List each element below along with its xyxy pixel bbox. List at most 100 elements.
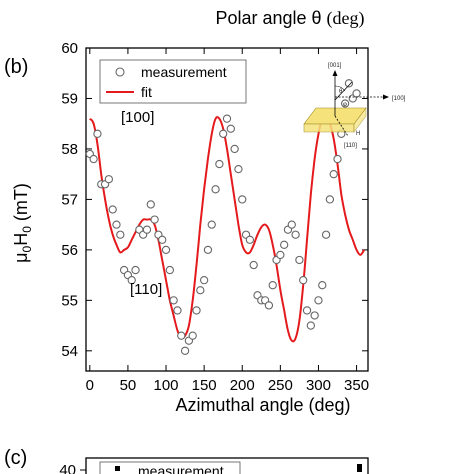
measurement-point bbox=[203, 245, 213, 255]
measurement-point bbox=[264, 301, 274, 310]
measurement-point bbox=[89, 154, 98, 164]
y-tick-label: 54 bbox=[61, 343, 78, 360]
measurement-point bbox=[291, 230, 300, 239]
measurement-point bbox=[207, 220, 216, 229]
measurement-point bbox=[177, 331, 186, 340]
y-tick-label: 55 bbox=[61, 292, 78, 309]
inset-arrow-001 bbox=[332, 70, 338, 76]
measurement-point bbox=[165, 265, 174, 275]
y-axis-ticks: 54 55 56 57 58 59 60 bbox=[61, 40, 368, 360]
panel-c-frame bbox=[85, 457, 369, 474]
inset-arrow-100 bbox=[383, 94, 389, 100]
measurement-point bbox=[116, 230, 125, 239]
measurement-point bbox=[310, 311, 319, 320]
measurement-point bbox=[146, 200, 155, 209]
x-axis-ticks: 0 50 100 150 200 250 300 350 bbox=[86, 48, 369, 394]
measurement-point bbox=[150, 215, 159, 224]
measurement-point bbox=[142, 225, 152, 234]
measurement-point bbox=[340, 99, 350, 108]
x-tick-label: 150 bbox=[192, 377, 217, 394]
y-tick-label: 59 bbox=[61, 90, 78, 107]
measurement-point bbox=[238, 195, 247, 204]
measurement-point bbox=[169, 296, 178, 305]
y-tick-label: 57 bbox=[61, 191, 78, 208]
measurement-point bbox=[222, 114, 232, 123]
inset-label-100: [100] bbox=[392, 96, 406, 102]
measurement-point bbox=[215, 159, 224, 169]
x-tick-label: 100 bbox=[154, 377, 179, 394]
measurement-point bbox=[211, 185, 220, 194]
measurement-point bbox=[196, 286, 205, 295]
measurement-point bbox=[302, 306, 312, 315]
top-title-unit: (deg) bbox=[327, 8, 365, 29]
measurement-point bbox=[230, 144, 239, 154]
measurement-point bbox=[249, 260, 258, 270]
panel-c-data-marker bbox=[357, 464, 362, 472]
inset-label-theta: θ bbox=[339, 89, 343, 95]
x-tick-label: 250 bbox=[268, 377, 293, 394]
inset-geometry-diagram: [001] [100] [110] θ φ H bbox=[303, 63, 406, 149]
legend: measurement fit bbox=[99, 59, 247, 104]
annotation-100: [100] bbox=[121, 109, 154, 126]
measurement-point bbox=[344, 79, 354, 88]
measurement-point bbox=[325, 195, 335, 204]
fit-line bbox=[89, 116, 366, 343]
measurement-point bbox=[226, 124, 235, 133]
measurement-point bbox=[333, 154, 342, 164]
y-tick-label: 58 bbox=[61, 141, 78, 158]
y-axis-title: μ0H0 (mT) bbox=[11, 183, 34, 263]
measurement-point bbox=[161, 245, 171, 255]
measurement-point bbox=[199, 276, 209, 285]
measurement-point bbox=[276, 250, 285, 260]
panel-c-legend-label: measurement bbox=[138, 463, 224, 474]
legend-box bbox=[99, 59, 247, 104]
x-tick-label: 300 bbox=[306, 377, 331, 394]
measurement-point bbox=[329, 170, 338, 179]
inset-label-110: [110] bbox=[344, 143, 357, 149]
measurement-markers bbox=[85, 79, 361, 355]
legend-marker-measurement bbox=[115, 67, 125, 77]
measurement-point bbox=[173, 306, 182, 315]
measurement-point bbox=[280, 240, 289, 249]
measurement-point bbox=[314, 296, 323, 305]
inset-label-phi: φ bbox=[343, 102, 347, 108]
top-title-prefix: Polar angle θ bbox=[215, 8, 321, 28]
measurement-point bbox=[112, 220, 121, 229]
measurement-point bbox=[321, 230, 331, 239]
measurement-point bbox=[188, 331, 197, 340]
inset-block-front bbox=[303, 123, 355, 133]
x-tick-label: 50 bbox=[120, 377, 137, 394]
x-axis-title: Azimuthal angle (deg) bbox=[175, 395, 350, 415]
measurement-point bbox=[295, 255, 304, 265]
measurement-point bbox=[93, 129, 102, 138]
measurement-point bbox=[104, 175, 114, 184]
panel-c-legend-marker bbox=[115, 466, 120, 471]
inset-block-side bbox=[353, 107, 367, 133]
panel-label-c: (c) bbox=[4, 447, 27, 469]
measurement-point bbox=[158, 235, 167, 244]
measurement-point bbox=[352, 89, 361, 98]
panel-c-legend-box bbox=[99, 461, 241, 474]
measurement-point bbox=[318, 281, 327, 290]
measurement-point bbox=[268, 281, 277, 290]
measurement-point bbox=[131, 265, 140, 275]
panel-label-b: (b) bbox=[4, 56, 28, 78]
measurement-point bbox=[287, 220, 296, 229]
y-tick-label: 60 bbox=[61, 40, 78, 57]
measurement-point bbox=[245, 235, 255, 244]
inset-theta-arc bbox=[334, 85, 346, 92]
measurement-point bbox=[180, 346, 190, 355]
measurement-point bbox=[306, 321, 315, 330]
measurement-point bbox=[234, 164, 243, 174]
measurement-point bbox=[299, 276, 308, 285]
inset-axis-110 bbox=[334, 115, 349, 137]
y-tick-label: 56 bbox=[61, 242, 78, 259]
measurement-point bbox=[127, 276, 136, 285]
measurement-point bbox=[108, 205, 117, 214]
measurement-point bbox=[192, 306, 201, 315]
inset-label-h: H bbox=[356, 131, 360, 137]
inset-label-001: [001] bbox=[328, 63, 342, 69]
x-tick-label: 200 bbox=[230, 377, 255, 394]
x-tick-label: 350 bbox=[344, 377, 369, 394]
